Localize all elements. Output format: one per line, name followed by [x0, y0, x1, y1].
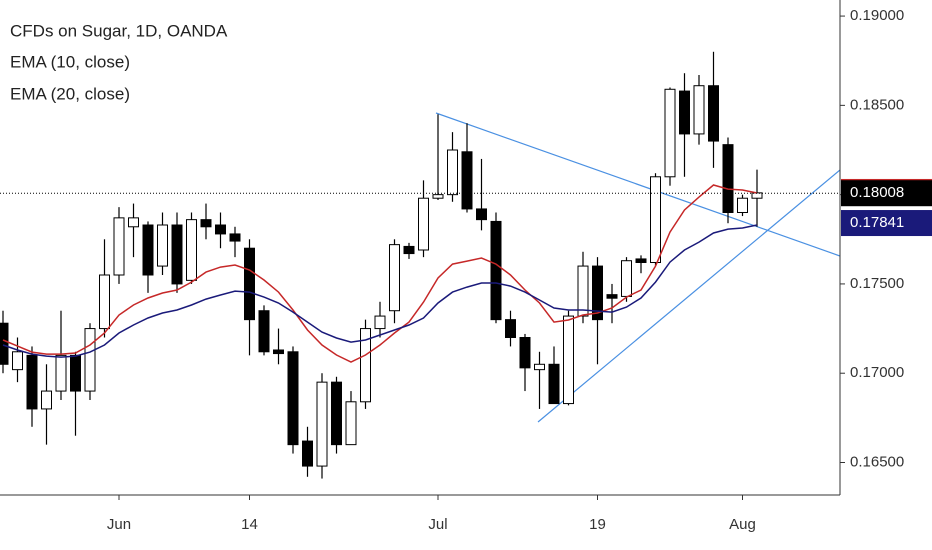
candle-body: [128, 217, 139, 228]
candle-body: [650, 176, 661, 264]
legend-entry: EMA (10, close): [10, 52, 130, 71]
candle-body: [534, 363, 545, 371]
x-tick-label: 19: [589, 516, 606, 533]
candle-body: [171, 224, 183, 285]
y-tick-label: 0.19000: [850, 7, 904, 24]
candle-body: [55, 354, 67, 392]
candle-body: [186, 219, 197, 281]
x-tick-label: Jun: [107, 516, 131, 533]
candle-body: [41, 390, 52, 410]
series-last-label: 0.17841: [850, 214, 904, 231]
chart-title: CFDs on Sugar, 1D, OANDA: [10, 21, 228, 40]
candle-body: [432, 194, 444, 199]
candle-body: [215, 224, 226, 235]
series-last-label-box: [841, 210, 932, 237]
candle-body: [519, 337, 531, 369]
candle-body: [563, 315, 574, 405]
candle-body: [606, 294, 618, 299]
candle-body: [244, 247, 255, 321]
candle-body: [0, 322, 9, 365]
candle-body: [461, 151, 473, 210]
candle-body: [113, 217, 125, 276]
candle-body: [548, 363, 560, 405]
candle-body: [84, 328, 96, 392]
trend-line: [537, 169, 840, 423]
candle-body: [70, 354, 81, 392]
candle-body: [505, 319, 516, 338]
candle-body: [26, 354, 38, 410]
candle-body: [360, 328, 371, 403]
candle-body: [737, 197, 748, 213]
x-tick-label: Aug: [729, 516, 756, 533]
candle-body: [331, 381, 342, 446]
candle-body: [142, 224, 154, 276]
candle-body: [722, 144, 734, 213]
y-tick-label: 0.17000: [850, 364, 904, 381]
candle-body: [302, 440, 313, 467]
candle-body: [374, 315, 386, 330]
candle-body: [490, 220, 502, 321]
trend-line: [435, 112, 840, 257]
candle-body: [635, 258, 647, 263]
candle-body: [577, 265, 589, 317]
candle-body: [418, 197, 429, 251]
ema-line: [2, 184, 758, 363]
candle-body: [621, 260, 632, 297]
y-tick-label: 0.17500: [850, 275, 904, 292]
candle-body: [12, 351, 23, 371]
ema-line: [2, 224, 758, 358]
candle-body: [447, 149, 458, 196]
candle-body: [592, 265, 603, 321]
candle-body: [679, 90, 690, 135]
x-tick-label: 14: [241, 516, 258, 533]
candle-body: [273, 349, 284, 355]
last-price-label: 0.18008: [850, 184, 904, 201]
candle-body: [200, 219, 212, 228]
candle-body: [316, 381, 328, 467]
y-tick-label: 0.18500: [850, 96, 904, 113]
candle-body: [389, 244, 400, 312]
candle-body: [157, 224, 168, 267]
candle-body: [258, 310, 270, 353]
candle-body: [403, 245, 415, 255]
candle-body: [345, 401, 357, 446]
candle-body: [708, 85, 719, 142]
last-price-label-box: [841, 180, 932, 207]
plot-area: [0, 51, 840, 479]
candle-body: [287, 351, 299, 446]
legend-entry: EMA (20, close): [10, 84, 130, 103]
candle-body: [476, 208, 487, 221]
candle-body: [664, 88, 676, 178]
candle-body: [229, 233, 241, 242]
x-tick-label: Jul: [428, 516, 447, 533]
y-tick-label: 0.16500: [850, 453, 904, 470]
candle-body: [99, 274, 110, 330]
candle-body: [693, 85, 705, 135]
